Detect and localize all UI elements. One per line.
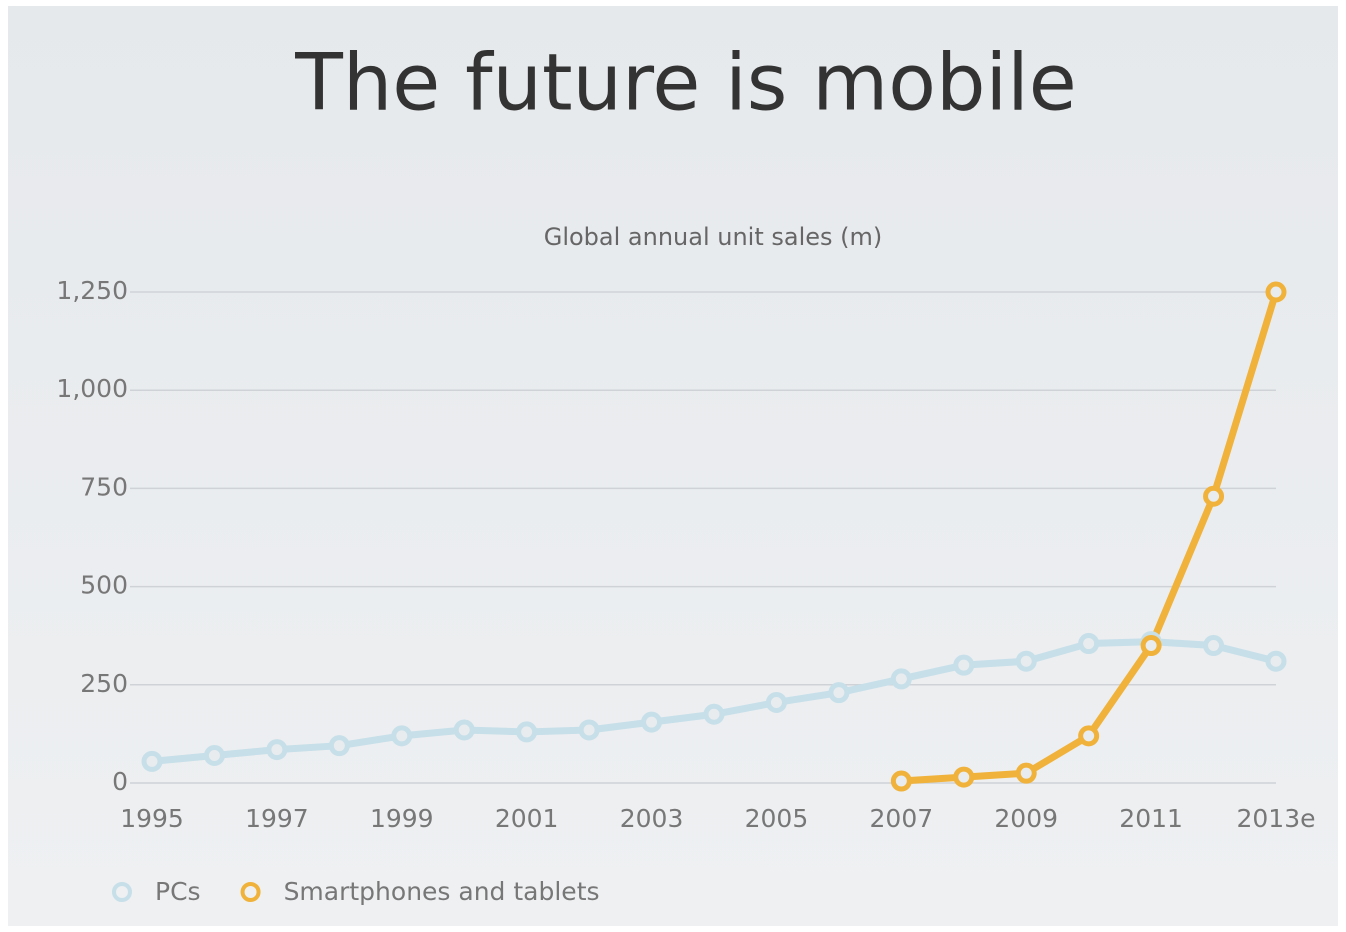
data-point <box>641 711 663 733</box>
x-tick-label: 1999 <box>370 804 434 833</box>
data-point <box>203 745 225 767</box>
data-point <box>391 725 413 747</box>
legend-label: PCs <box>155 877 201 906</box>
chart-subtitle: Global annual unit sales (m) <box>544 223 883 251</box>
data-point <box>1265 281 1287 303</box>
data-point <box>141 750 163 772</box>
legend-label: Smartphones and tablets <box>284 877 600 906</box>
data-point <box>1078 725 1100 747</box>
chart-title: The future is mobile <box>294 38 1077 128</box>
data-point <box>765 691 787 713</box>
data-point <box>890 668 912 690</box>
data-point <box>578 719 600 741</box>
data-point <box>328 735 350 757</box>
x-tick-label: 2009 <box>994 804 1058 833</box>
data-point <box>828 682 850 704</box>
x-tick-label: 2003 <box>620 804 684 833</box>
y-tick-label: 250 <box>80 669 128 698</box>
data-point <box>703 703 725 725</box>
data-point <box>1140 635 1162 657</box>
data-point <box>953 654 975 676</box>
data-point <box>890 770 912 792</box>
y-tick-label: 1,250 <box>56 276 128 305</box>
data-point <box>1203 635 1225 657</box>
data-point <box>516 721 538 743</box>
y-tick-label: 750 <box>80 472 128 501</box>
data-point <box>1265 650 1287 672</box>
data-point <box>453 719 475 741</box>
data-point <box>1078 633 1100 655</box>
data-point <box>266 739 288 761</box>
x-tick-label: 2001 <box>495 804 559 833</box>
data-point <box>1015 762 1037 784</box>
x-tick-label: 2005 <box>745 804 809 833</box>
x-tick-label: 1997 <box>245 804 309 833</box>
x-tick-label: 2011 <box>1119 804 1183 833</box>
data-point <box>1203 485 1225 507</box>
x-tick-label: 1995 <box>120 804 184 833</box>
legend-marker <box>112 882 132 902</box>
slide-background <box>8 6 1338 926</box>
legend-marker <box>240 882 261 902</box>
y-tick-label: 1,000 <box>56 374 128 403</box>
y-tick-label: 0 <box>112 767 128 796</box>
x-tick-label: 2007 <box>870 804 934 833</box>
data-point <box>953 766 975 788</box>
x-tick-label: 2013e <box>1236 804 1315 833</box>
data-point <box>1015 650 1037 672</box>
y-tick-label: 500 <box>80 571 128 600</box>
